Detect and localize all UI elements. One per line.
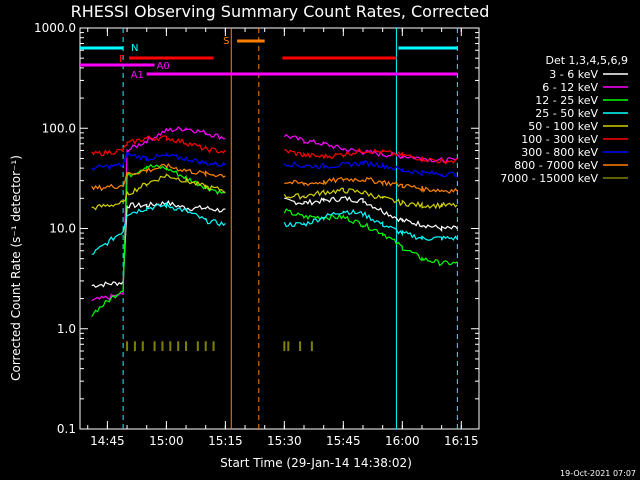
flag-label-a0: A0 [157, 61, 170, 72]
y-tick-label: 10.0 [49, 222, 76, 236]
x-axis-label: Start Time (29-Jan-14 14:38:02) [220, 456, 412, 470]
legend-label: 300 - 800 keV [521, 146, 598, 159]
legend-label: 3 - 6 keV [549, 68, 598, 81]
series-line-6 [91, 151, 458, 178]
series-line-3 [91, 201, 458, 255]
flag-label-s: S [223, 36, 229, 47]
legend-label: 7000 - 15000 keV [500, 172, 598, 185]
timestamp: 19-Oct-2021 07:07 [560, 469, 636, 478]
legend-label: 25 - 50 keV [535, 107, 598, 120]
legend-title: Det 1,3,4,5,6,9 [545, 54, 628, 67]
series-line-7 [91, 162, 458, 194]
legend-label: 50 - 100 keV [528, 120, 598, 133]
legend-label: 800 - 7000 keV [514, 159, 598, 172]
legend-label: 12 - 25 keV [535, 94, 598, 107]
series-line-1 [91, 126, 458, 302]
x-tick-label: 14:45 [90, 434, 125, 448]
x-tick-label: 15:15 [208, 434, 243, 448]
y-tick-label: 0.1 [57, 422, 76, 436]
y-tick-label: 1000.0 [34, 21, 76, 35]
plot-layer: 0.1 1.0 10.0 100.0 1000.0 14:45 15:00 15:15 15:3… [34, 21, 628, 448]
x-tick-label: 16:00 [385, 434, 420, 448]
x-tick-label: 15:45 [326, 434, 361, 448]
legend-label: 6 - 12 keV [542, 81, 598, 94]
y-axis-label: Corrected Count Rate (s⁻¹ detector⁻¹) [9, 155, 23, 381]
flag-label-a1: A1 [131, 70, 144, 81]
chart-title: RHESSI Observing Summary Count Rates, Co… [71, 2, 490, 21]
series-line-2 [91, 163, 458, 318]
flag-label-f: F [119, 54, 125, 65]
x-tick-label: 15:00 [149, 434, 184, 448]
plot-frame [79, 27, 480, 430]
y-tick-label: 1.0 [57, 322, 76, 336]
series-line-4 [91, 173, 458, 211]
x-tick-label: 16:15 [444, 434, 479, 448]
flag-label-n: N [131, 43, 138, 54]
legend-label: 100 - 300 keV [521, 133, 598, 146]
y-tick-label: 100.0 [42, 121, 76, 135]
series-line-5 [91, 135, 458, 165]
x-tick-label: 15:30 [267, 434, 302, 448]
